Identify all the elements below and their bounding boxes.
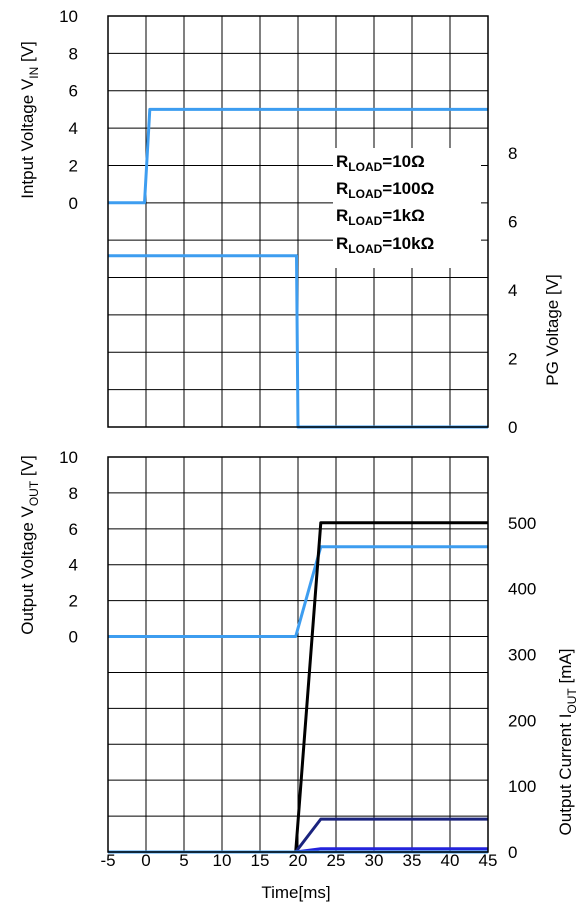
- x-tick-label: 0: [141, 851, 150, 870]
- x-tick-label: -5: [100, 851, 115, 870]
- legend-entry-10ohm-prefix: R: [336, 152, 348, 171]
- series-line: [108, 545, 488, 638]
- legend-entry-1kohm-suffix: =1kΩ: [382, 206, 424, 225]
- x-axis-label: Time[ms]: [261, 883, 330, 902]
- right-tick-label: 8: [508, 144, 517, 163]
- legend-entry-1kohm-sub: LOAD: [348, 214, 382, 228]
- bottom-left-axis-label-main: Output Voltage V: [18, 506, 37, 635]
- right-tick-label: 2: [508, 350, 517, 369]
- legend-entry-100ohm-prefix: R: [336, 179, 348, 198]
- grid: [108, 16, 488, 852]
- top-left-axis-label: Intput Voltage VIN [V]: [18, 41, 41, 199]
- left-tick-label: 0: [69, 628, 78, 647]
- bottom-right-axis-label-unit: [mA]: [556, 649, 575, 689]
- x-tick-label: 40: [441, 851, 460, 870]
- legend-entry-10ohm: RLOAD=10Ω: [336, 152, 425, 174]
- legend-entry-10kohm: RLOAD=10kΩ: [336, 234, 434, 256]
- legend-entry-10ohm-suffix: =10Ω: [382, 152, 424, 171]
- plot-frame: [107, 15, 489, 428]
- left-tick-label: 10: [59, 7, 78, 26]
- top-left-axis-label-unit: [V]: [18, 41, 37, 67]
- right-tick-label: 500: [508, 514, 536, 533]
- right-tick-label: 0: [508, 418, 517, 437]
- legend-entry-1kohm: RLOAD=1kΩ: [336, 206, 425, 228]
- x-tick-label: 45: [479, 851, 498, 870]
- right-tick-label: 4: [508, 281, 517, 300]
- right-tick-label: 100: [508, 777, 536, 796]
- legend-entry-10kohm-suffix: =10kΩ: [382, 234, 434, 253]
- right-tick-label: 6: [508, 213, 517, 232]
- left-tick-label: 10: [59, 448, 78, 467]
- legend-entry-10kohm-sub: LOAD: [348, 242, 382, 256]
- legend-entry-10kohm-prefix: R: [336, 234, 348, 253]
- top-left-axis-label-sub: IN: [27, 67, 41, 79]
- legend-entry-1kohm-prefix: R: [336, 206, 348, 225]
- bottom-right-axis-label: Output Current IOUT [mA]: [556, 649, 579, 836]
- legend-background: [333, 148, 481, 268]
- right-tick-label: 300: [508, 646, 536, 665]
- x-tick-label: 15: [251, 851, 270, 870]
- bottom-left-axis-label-unit: [V]: [18, 455, 37, 481]
- left-tick-label: 0: [69, 194, 78, 213]
- x-tick-label: 10: [213, 851, 232, 870]
- x-tick-label: 35: [403, 851, 422, 870]
- legend-entry-100ohm-suffix: =100Ω: [382, 179, 434, 198]
- right-tick-label: 200: [508, 711, 536, 730]
- bottom-right-axis-label-main: Output Current I: [556, 714, 575, 836]
- bottom-right-axis-label-sub: OUT: [565, 688, 579, 714]
- left-tick-label: 4: [69, 556, 78, 575]
- right-tick-label: 0: [508, 843, 517, 862]
- right-tick-label: 400: [508, 580, 536, 599]
- x-tick-label: 30: [365, 851, 384, 870]
- legend-entry-10ohm-sub: LOAD: [348, 160, 382, 174]
- plot-frames: [107, 15, 489, 853]
- plot-frame: [107, 456, 489, 853]
- top-right-axis-label: PG Voltage [V]: [543, 274, 562, 386]
- left-tick-label: 6: [69, 520, 78, 539]
- top-left-axis-label-main: Intput Voltage V: [18, 78, 37, 199]
- left-tick-label: 8: [69, 484, 78, 503]
- x-tick-label: 20: [289, 851, 308, 870]
- bottom-left-axis-label-sub: OUT: [27, 480, 41, 506]
- legend: RLOAD=10Ω RLOAD=100Ω RLOAD=1kΩ RLOAD=10k…: [333, 148, 481, 268]
- x-tick-label: 5: [179, 851, 188, 870]
- left-tick-label: 4: [69, 119, 78, 138]
- left-tick-label: 8: [69, 44, 78, 63]
- series-line: [108, 107, 488, 205]
- x-tick-label: 25: [327, 851, 346, 870]
- legend-entry-100ohm-sub: LOAD: [348, 187, 382, 201]
- legend-entry-100ohm: RLOAD=100Ω: [336, 179, 434, 201]
- left-tick-label: 2: [69, 156, 78, 175]
- left-tick-label: 2: [69, 592, 78, 611]
- bottom-left-axis-label: Output Voltage VOUT [V]: [18, 455, 41, 634]
- left-tick-label: 6: [69, 82, 78, 101]
- series-line: [108, 254, 488, 429]
